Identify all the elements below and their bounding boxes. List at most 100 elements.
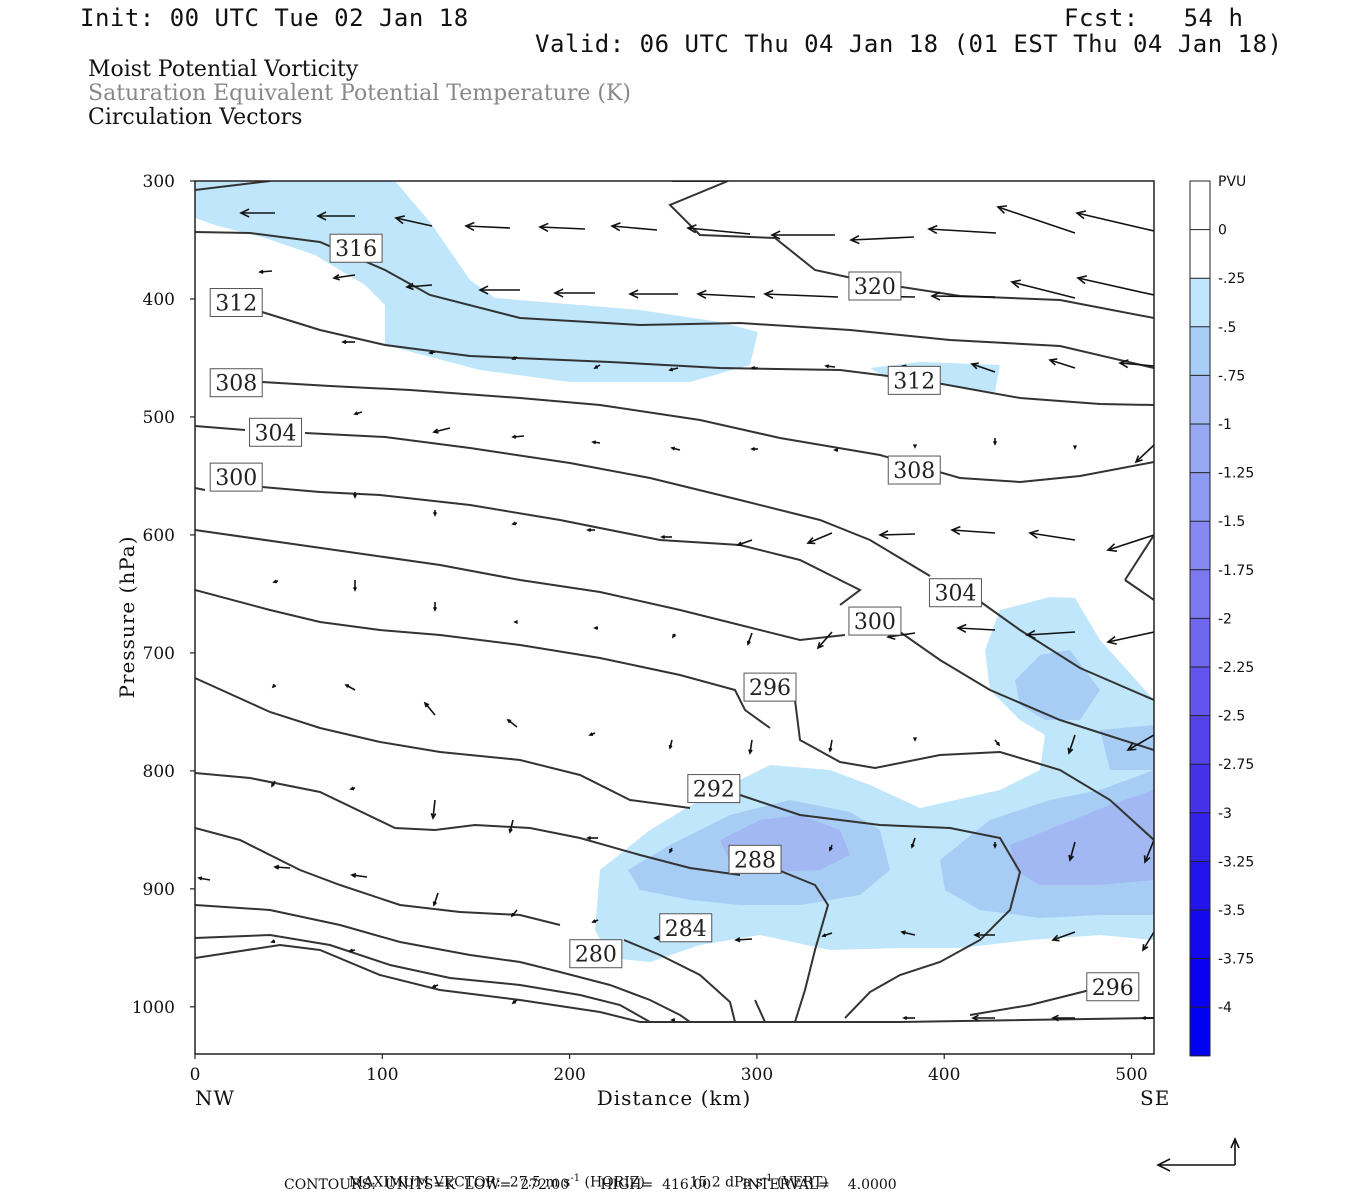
vector-arrow (1127, 734, 1154, 751)
contour-line (261, 486, 862, 606)
contour-label: 320 (854, 275, 896, 300)
contour-label: 312 (215, 292, 257, 317)
vector-arrowhead (849, 235, 860, 245)
vector-arrowhead (992, 440, 998, 446)
contour-line (623, 939, 736, 1023)
vector-arrowhead (593, 365, 599, 369)
vector-arrowhead (344, 684, 350, 688)
vector-arrowhead (432, 428, 439, 434)
vector-arrowhead (197, 876, 203, 881)
vector-arrowhead (394, 215, 405, 225)
colorbar-label: -3.5 (1218, 903, 1245, 919)
vector-arrowhead (1067, 747, 1074, 755)
vector-arrow (1068, 734, 1076, 754)
vector-arrowhead (591, 440, 597, 445)
x-end-label-se: SE (1140, 1086, 1170, 1110)
contour-line (1124, 534, 1154, 581)
contour-line (195, 827, 561, 926)
vector-arrowhead (273, 864, 280, 870)
contour-line (195, 181, 271, 191)
vector-arrow (1052, 931, 1076, 941)
x-tick-label: 400 (928, 1065, 960, 1085)
vector-arrowhead (1134, 455, 1143, 464)
vector-arrowhead (1010, 279, 1021, 289)
colorbar-swatch (1190, 181, 1210, 231)
contour-label: 308 (215, 372, 257, 397)
contour-label-box (743, 672, 797, 702)
vector-arrowhead (824, 364, 830, 369)
vector-arrowhead (1126, 742, 1137, 751)
vector-arrowhead (432, 901, 438, 907)
colorbar-swatch (1190, 618, 1210, 668)
vector-arrow (509, 819, 514, 833)
vector-arrowhead (748, 749, 753, 755)
colorbar-label: -3.75 (1218, 952, 1254, 968)
colorbar-swatch (1190, 1007, 1210, 1057)
vector-arrowhead (660, 534, 666, 540)
contour-label: 280 (575, 943, 617, 968)
vector-arrow (465, 225, 511, 229)
contour-labels: 316 312 308 304 300 320 312 308 304 300 296 292 288 2… (209, 233, 1140, 1002)
vector-arrowhead (588, 732, 594, 737)
vector-arrow (817, 631, 833, 649)
field-title-vectors: Circulation Vectors (88, 105, 303, 130)
vector-arrowhead (511, 434, 517, 439)
vector-arrowhead (900, 930, 906, 935)
y-tick-label: 600 (143, 526, 175, 546)
vector-arrowhead (912, 443, 918, 449)
theta-e-contours (195, 181, 1154, 1023)
vector-arrowhead (1106, 635, 1117, 645)
mpv-region-upper (195, 181, 758, 382)
vector-arrowhead (668, 744, 673, 750)
colorbar-label: -2.5 (1218, 709, 1245, 725)
vector-arrowhead (1068, 854, 1075, 862)
vector-arrowhead (1141, 1015, 1147, 1021)
init-time: Init: 00 UTC Tue 02 Jan 18 (80, 4, 469, 32)
colorbar-swatch (1190, 812, 1210, 862)
vector-arrowhead (821, 933, 827, 938)
vector-arrowhead (1028, 529, 1039, 539)
vector-arrow (274, 866, 291, 869)
vector-arrow (333, 274, 356, 279)
field-title-mpv: Moist Potential Vorticity (88, 57, 359, 82)
vector-arrowhead (423, 701, 430, 708)
contour-label-box (848, 271, 902, 301)
vector-arrow (931, 295, 996, 298)
colorbar-swatch (1190, 326, 1210, 376)
colorbar-label: -.25 (1218, 271, 1245, 287)
vector-arrow (1069, 841, 1076, 861)
vector-arrowhead (910, 843, 915, 849)
vector-arrow (747, 632, 753, 645)
vector-arrowhead (586, 835, 592, 841)
vector-arrow (735, 938, 753, 941)
contour-label: 284 (665, 917, 707, 942)
colorbar-swatch (1190, 667, 1210, 717)
vector-arrowhead (350, 872, 357, 878)
vector-arrow (1049, 359, 1076, 369)
x-tick-label: 0 (190, 1065, 201, 1085)
colorbar-label: -.75 (1218, 368, 1245, 384)
contour-line (969, 989, 1091, 1016)
plot-frame (194, 180, 1155, 1055)
vector-arrow (198, 877, 211, 881)
vector-arrowhead (992, 843, 998, 849)
vector-arrowhead (668, 367, 674, 372)
colorbar-swatch (1190, 861, 1210, 911)
contour-label-box (887, 455, 941, 485)
y-tick-label: 800 (143, 762, 175, 782)
colorbar-label: -.5 (1218, 320, 1236, 336)
vector-arrowhead (316, 211, 327, 221)
contour-label-box (659, 913, 713, 943)
vector-arrow (1107, 534, 1154, 551)
vector-arrowhead (538, 222, 549, 232)
contour-label: 308 (893, 459, 935, 484)
vector-arrowhead (553, 288, 564, 298)
vector-arrowhead (1106, 543, 1118, 553)
vector-arrowhead (513, 619, 519, 625)
contour-label-box (209, 288, 263, 318)
contour-line (739, 794, 1022, 1019)
vector-arrow (611, 225, 658, 231)
vector-arrowhead (1143, 855, 1151, 864)
vector-arrow (887, 632, 916, 638)
vector-arrowhead (586, 527, 592, 533)
